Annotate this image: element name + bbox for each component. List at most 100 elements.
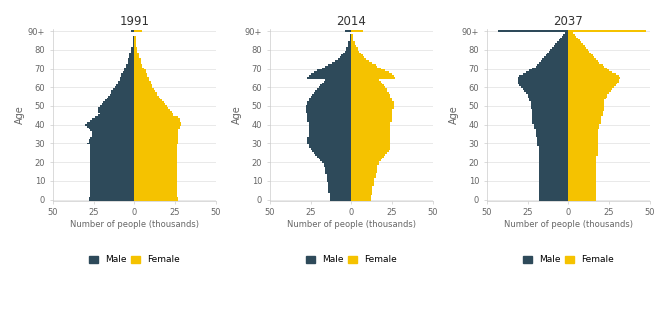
Bar bbox=[351, 49, 358, 51]
Bar bbox=[351, 109, 392, 111]
Bar bbox=[539, 158, 568, 159]
Bar bbox=[568, 30, 647, 32]
Bar bbox=[306, 111, 351, 113]
Bar bbox=[134, 36, 136, 38]
Bar bbox=[90, 158, 134, 159]
Bar bbox=[134, 43, 136, 45]
Bar bbox=[134, 126, 180, 128]
Bar bbox=[539, 186, 568, 188]
Bar bbox=[351, 60, 369, 62]
Bar bbox=[95, 116, 134, 118]
Bar bbox=[133, 45, 134, 47]
Bar bbox=[322, 161, 351, 163]
Bar bbox=[88, 139, 134, 141]
Bar bbox=[568, 62, 599, 64]
Bar bbox=[351, 94, 391, 96]
Bar bbox=[316, 90, 351, 92]
Bar bbox=[90, 182, 134, 184]
Bar bbox=[351, 85, 384, 86]
Bar bbox=[131, 30, 134, 32]
Bar bbox=[325, 169, 351, 171]
Bar bbox=[350, 38, 351, 40]
Bar bbox=[568, 184, 596, 186]
Bar bbox=[90, 129, 134, 131]
Bar bbox=[325, 79, 351, 81]
Bar bbox=[308, 141, 351, 143]
Bar bbox=[90, 169, 134, 171]
Bar bbox=[568, 171, 596, 173]
Bar bbox=[351, 184, 374, 186]
Bar bbox=[134, 171, 177, 173]
Bar bbox=[309, 122, 351, 124]
Bar bbox=[134, 115, 174, 116]
Bar bbox=[128, 60, 134, 62]
Bar bbox=[102, 103, 134, 105]
Bar bbox=[308, 113, 351, 115]
Bar bbox=[88, 141, 134, 143]
Bar bbox=[328, 64, 351, 66]
Bar bbox=[134, 98, 160, 100]
Bar bbox=[568, 156, 596, 158]
Bar bbox=[320, 159, 351, 161]
Bar bbox=[98, 109, 134, 111]
X-axis label: Number of people (thousands): Number of people (thousands) bbox=[70, 220, 199, 229]
Bar bbox=[553, 45, 568, 47]
Bar bbox=[568, 197, 596, 199]
Bar bbox=[90, 193, 134, 195]
Bar bbox=[351, 193, 373, 195]
Bar bbox=[568, 77, 620, 79]
Bar bbox=[568, 68, 608, 70]
Bar bbox=[314, 71, 351, 73]
Bar bbox=[533, 115, 568, 116]
Bar bbox=[134, 92, 157, 94]
Bar bbox=[134, 169, 177, 171]
Bar bbox=[568, 182, 596, 184]
Bar bbox=[533, 116, 568, 118]
Bar bbox=[568, 53, 591, 55]
Bar bbox=[533, 118, 568, 120]
Bar bbox=[90, 146, 134, 148]
Bar bbox=[134, 81, 151, 83]
Bar bbox=[134, 96, 159, 98]
Bar bbox=[544, 56, 568, 58]
Bar bbox=[568, 158, 596, 159]
Bar bbox=[547, 53, 568, 55]
Bar bbox=[128, 58, 134, 60]
Bar bbox=[351, 124, 391, 126]
Bar bbox=[539, 180, 568, 182]
Bar bbox=[539, 195, 568, 197]
Bar bbox=[98, 111, 134, 113]
Bar bbox=[537, 143, 568, 144]
Bar bbox=[529, 70, 568, 71]
Bar bbox=[350, 40, 351, 41]
Bar bbox=[90, 191, 134, 193]
Bar bbox=[529, 98, 568, 100]
Bar bbox=[134, 188, 177, 189]
Bar bbox=[568, 85, 616, 86]
Bar bbox=[134, 94, 157, 96]
Bar bbox=[568, 118, 601, 120]
Bar bbox=[351, 98, 392, 100]
Bar bbox=[87, 122, 134, 124]
Bar bbox=[351, 173, 376, 174]
Bar bbox=[568, 111, 602, 113]
Bar bbox=[518, 83, 568, 85]
Bar bbox=[568, 122, 601, 124]
Bar bbox=[100, 113, 134, 115]
Bar bbox=[134, 141, 178, 143]
Bar bbox=[134, 133, 178, 135]
Bar bbox=[565, 32, 568, 34]
Bar bbox=[539, 169, 568, 171]
Bar bbox=[134, 45, 136, 47]
Bar bbox=[134, 40, 136, 41]
Bar bbox=[568, 103, 604, 105]
Bar bbox=[351, 41, 354, 43]
Bar bbox=[351, 195, 371, 197]
Bar bbox=[568, 94, 608, 96]
Bar bbox=[306, 105, 351, 107]
Bar bbox=[134, 197, 178, 199]
Bar bbox=[568, 180, 596, 182]
Bar bbox=[351, 131, 391, 133]
Bar bbox=[568, 144, 598, 146]
Bar bbox=[534, 126, 568, 128]
